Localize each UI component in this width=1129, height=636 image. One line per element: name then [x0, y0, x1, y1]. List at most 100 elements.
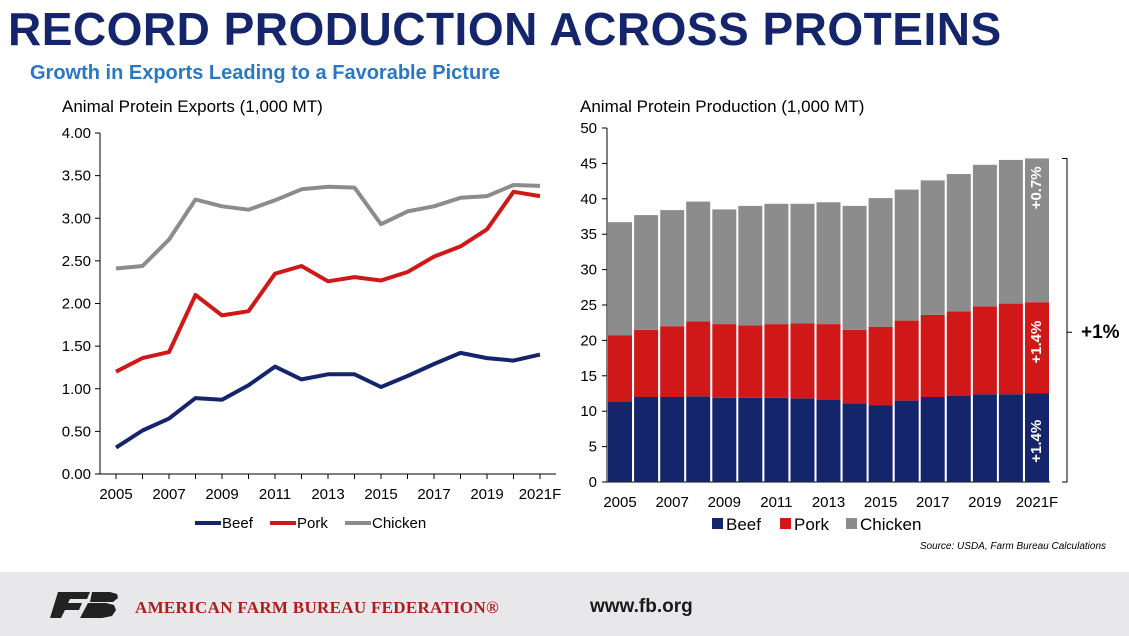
- footer-bar: AMERICAN FARM BUREAU FEDERATION® www.fb.…: [0, 572, 1129, 636]
- bar-chicken-2014: [842, 205, 867, 330]
- exports-y-tick-label: 2.50: [62, 253, 91, 270]
- bar-chicken-2019: [972, 164, 997, 307]
- production-y-tick-label: 20: [580, 332, 597, 349]
- exports-x-tick-label: 2021F: [519, 486, 562, 503]
- production-y-tick-label: 5: [589, 439, 597, 456]
- production-x-tick-label: 2013: [812, 494, 845, 511]
- exports-series-chicken: [115, 183, 541, 271]
- production-x-tick-label: 2011: [760, 494, 792, 511]
- exports-series-beef: [114, 350, 541, 450]
- legend-label-pork: Pork: [794, 515, 829, 534]
- bar-chicken-2018: [946, 174, 971, 312]
- legend-swatch-chicken: [846, 518, 857, 529]
- legend-label-chicken: Chicken: [860, 515, 921, 534]
- bar-pork-2015: [868, 326, 893, 406]
- bar-beef-2014: [842, 403, 867, 482]
- exports-series-pork: [115, 189, 541, 374]
- bar-pork-2008: [686, 321, 711, 397]
- exports-y-tick-label: 3.50: [62, 168, 91, 185]
- bar-beef-2011: [764, 397, 789, 482]
- legend-label-chicken: Chicken: [372, 515, 426, 532]
- bar-pork-2021F: [1025, 302, 1049, 394]
- charts-canvas: Animal Protein Exports (1,000 MT) 0.00 0.…: [62, 97, 1120, 552]
- bar-beef-2021F: [1025, 393, 1049, 482]
- bar-beef-2006: [634, 397, 659, 482]
- exports-x-tick-label: 2009: [205, 486, 238, 503]
- exports-y-tick-label: 2.00: [62, 296, 91, 313]
- legend-label-pork: Pork: [297, 515, 328, 532]
- bar-pork-2006: [634, 329, 659, 398]
- production-y-tick-label: 10: [580, 403, 597, 420]
- exports-y-tick-label: 0.00: [62, 466, 91, 483]
- bar-beef-2007: [660, 397, 685, 482]
- exports-y-tick-label: 4.00: [62, 125, 91, 142]
- exports-x-tick-label: 2013: [311, 486, 344, 503]
- bar-chicken-2013: [816, 202, 841, 325]
- bar-beef-2008: [686, 396, 711, 482]
- bar-beef-2019: [972, 394, 997, 482]
- pork-growth-label: +1.4%: [1028, 321, 1045, 364]
- bar-chicken-2009: [712, 209, 737, 325]
- legend-label-beef: Beef: [222, 515, 254, 532]
- bar-beef-2012: [790, 398, 815, 482]
- exports-y-tick-label: 1.50: [62, 338, 91, 355]
- legend-label-beef: Beef: [726, 515, 761, 534]
- chicken-growth-label: +0.7%: [1028, 166, 1045, 209]
- bar-chicken-2007: [660, 210, 685, 327]
- production-x-tick-label: 2017: [916, 494, 949, 511]
- bar-pork-2019: [972, 306, 997, 395]
- exports-chart-title: Animal Protein Exports (1,000 MT): [62, 97, 323, 116]
- exports-x-tick-label: 2005: [99, 486, 132, 503]
- bar-pork-2013: [816, 324, 841, 400]
- source-note: Source: USDA, Farm Bureau Calculations: [920, 541, 1106, 552]
- bar-chicken-2012: [790, 203, 815, 324]
- bar-chicken-2021F: [1025, 158, 1049, 303]
- exports-x-tick-label: 2015: [364, 486, 397, 503]
- page-title: RECORD PRODUCTION ACROSS PROTEINS: [8, 3, 1002, 55]
- exports-x-tick-label: 2007: [152, 486, 185, 503]
- bar-pork-2011: [764, 324, 789, 398]
- production-x-tick-label: 2007: [655, 494, 688, 511]
- production-chart-title: Animal Protein Production (1,000 MT): [580, 97, 864, 116]
- bar-beef-2017: [920, 397, 945, 482]
- bar-beef-2016: [894, 400, 919, 482]
- bar-chicken-2008: [686, 201, 711, 322]
- exports-y-tick-label: 1.00: [62, 381, 91, 398]
- beef-growth-label: +1.4%: [1028, 420, 1045, 463]
- total-growth-label: +1%: [1081, 322, 1120, 343]
- bar-chicken-2005: [608, 222, 632, 336]
- exports-x-tick-label: 2017: [417, 486, 450, 503]
- bar-pork-2020: [998, 303, 1023, 395]
- production-y-tick-label: 25: [580, 297, 597, 314]
- total-growth-bracket: [1062, 157, 1068, 483]
- bar-chicken-2017: [920, 180, 945, 315]
- exports-x-tick-label: 2011: [259, 486, 291, 503]
- bar-pork-2014: [842, 329, 867, 404]
- production-x-tick-label: 2015: [864, 494, 897, 511]
- bar-chicken-2016: [894, 189, 919, 321]
- production-legend: Beef Pork Chicken: [712, 515, 921, 534]
- org-name: AMERICAN FARM BUREAU FEDERATION®: [135, 598, 500, 617]
- bar-chicken-2006: [634, 215, 659, 330]
- bar-chicken-2020: [998, 159, 1023, 304]
- legend-swatch-beef: [712, 518, 723, 529]
- legend-swatch-pork: [780, 518, 791, 529]
- bar-pork-2005: [608, 335, 632, 402]
- page-subtitle: Growth in Exports Leading to a Favorable…: [30, 62, 501, 84]
- production-x-tick-label: 2021F: [1016, 494, 1059, 511]
- production-y-tick-label: 50: [580, 120, 597, 137]
- exports-legend: Beef Pork Chicken: [195, 515, 426, 532]
- bar-beef-2005: [608, 402, 632, 482]
- bar-beef-2010: [738, 397, 763, 482]
- exports-y-tick-label: 0.50: [62, 423, 91, 440]
- fb-logo-icon: [50, 592, 118, 618]
- bar-chicken-2010: [738, 205, 763, 326]
- website-link[interactable]: www.fb.org: [590, 596, 693, 617]
- production-y-tick-label: 45: [580, 155, 597, 172]
- bar-chicken-2015: [868, 198, 893, 327]
- production-x-tick-label: 2019: [968, 494, 1001, 511]
- bar-pork-2009: [712, 324, 737, 398]
- production-y-tick-label: 0: [589, 474, 597, 491]
- bar-beef-2018: [946, 395, 971, 482]
- bar-pork-2016: [894, 320, 919, 401]
